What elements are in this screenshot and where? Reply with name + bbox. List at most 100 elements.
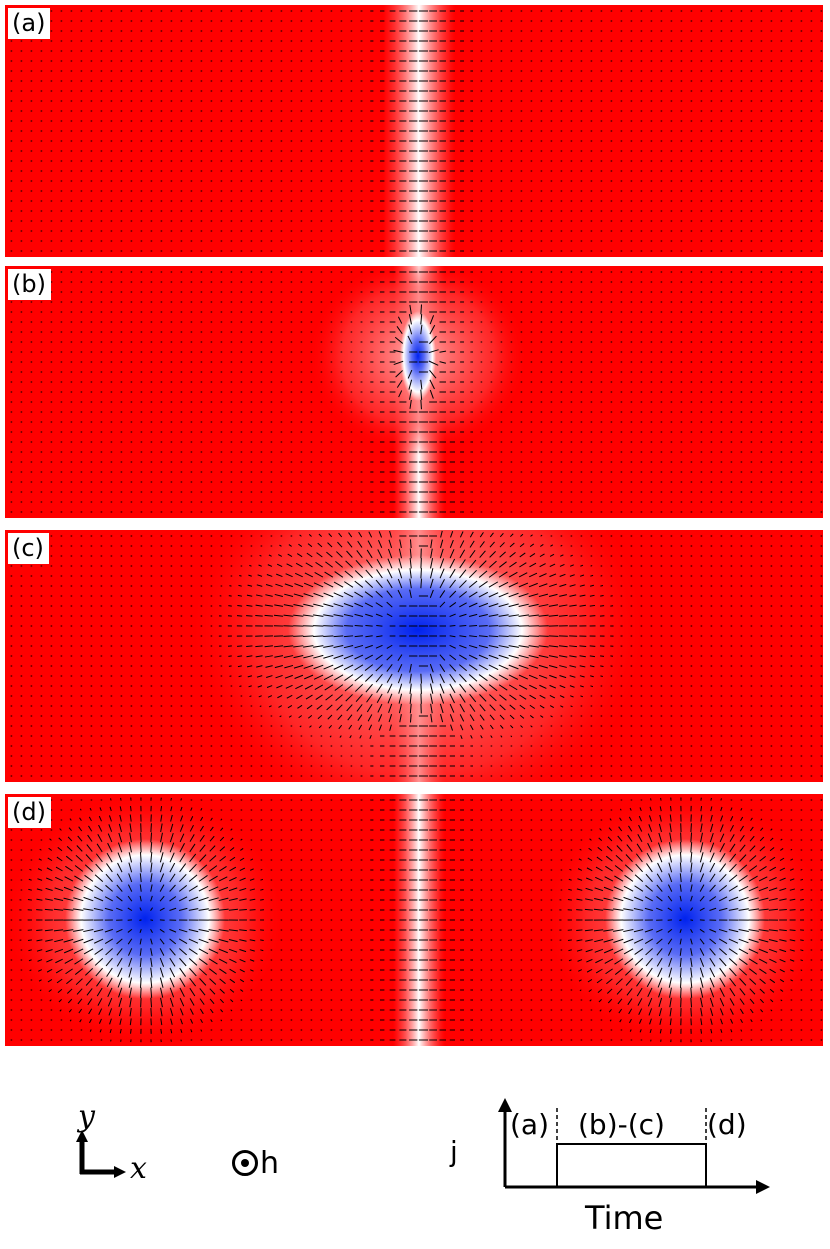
spin-arrow: [479, 560, 487, 568]
spin-arrow: [439, 539, 444, 549]
spin-arrow: [488, 625, 499, 627]
spin-arrow: [256, 594, 263, 597]
spin-arrow: [238, 584, 242, 587]
spin-arrow: [439, 590, 446, 598]
spin-arrow: [259, 554, 262, 557]
spin-arrow: [439, 548, 444, 559]
spin-arrow: [540, 534, 543, 537]
spin-arrow: [284, 583, 294, 588]
spin-arrow: [247, 584, 253, 587]
spin-arrow: [365, 569, 373, 579]
spin-arrow: [580, 564, 584, 567]
panel-label: (b): [8, 269, 51, 300]
spin-arrow: [429, 315, 435, 325]
spin-arrow: [489, 541, 495, 548]
spin-arrow: [275, 583, 283, 588]
spin-arrow: [488, 581, 499, 588]
spin-arrow: [430, 548, 433, 559]
spin-arrow: [420, 379, 423, 390]
spin-arrow: [478, 591, 489, 598]
spin-arrow: [428, 349, 439, 354]
spin-arrow: [364, 580, 374, 588]
spin-arrow: [364, 591, 374, 598]
spin-arrow: [255, 614, 263, 617]
spin-arrow: [296, 553, 303, 558]
spin-arrow: [498, 592, 509, 598]
spin-arrow: [569, 584, 576, 587]
spin-arrow: [499, 542, 505, 548]
spin-arrow: [396, 380, 403, 388]
spin-arrow: [429, 589, 434, 599]
spin-arrow: [375, 613, 383, 618]
spin-arrow: [324, 571, 334, 578]
spin-arrow: [336, 551, 343, 558]
spin-arrow: [278, 554, 283, 557]
spin-arrow: [354, 580, 364, 588]
spin-arrow: [348, 532, 353, 538]
spin-arrow: [376, 624, 383, 627]
spin-arrow: [398, 390, 403, 398]
spin-arrow: [488, 592, 499, 598]
spin-arrow: [246, 615, 253, 617]
spin-arrow: [600, 585, 604, 587]
spin-arrow: [509, 542, 515, 548]
spin-arrow: [356, 550, 363, 558]
spin-arrow: [429, 335, 437, 345]
magnetization-map-c: [5, 530, 823, 782]
spin-arrow: [305, 562, 313, 568]
spin-arrow: [469, 540, 475, 548]
spin-arrow: [376, 558, 383, 569]
spin-arrow: [429, 578, 434, 589]
spin-arrow: [307, 543, 313, 548]
spin-arrow: [398, 548, 402, 559]
spin-arrow: [386, 568, 393, 579]
spin-arrow: [237, 605, 243, 607]
spin-arrow: [459, 569, 467, 579]
spin-arrow: [579, 594, 586, 597]
spin-arrow: [239, 574, 242, 577]
spin-arrow: [519, 543, 525, 548]
spin-arrow: [293, 614, 304, 617]
spin-arrow: [354, 625, 363, 627]
spin-arrow: [479, 541, 485, 548]
spin-arrow: [396, 326, 403, 334]
spin-arrow: [264, 604, 273, 607]
spin-arrow: [488, 635, 499, 638]
spin-arrow: [265, 584, 273, 587]
spin-arrow: [449, 590, 457, 598]
spin-arrow: [468, 602, 478, 608]
spin-arrow: [407, 335, 413, 345]
spin-arrow: [333, 625, 344, 627]
spin-arrow: [508, 571, 518, 578]
spin-arrow: [303, 603, 314, 608]
spin-arrow: [449, 549, 455, 559]
spin-arrow: [257, 574, 263, 577]
spin-arrow: [333, 603, 344, 608]
spin-arrow: [343, 592, 354, 598]
spin-arrow: [398, 568, 403, 579]
spin-arrow: [255, 604, 263, 607]
spin-arrow: [499, 551, 506, 558]
panel-c: (c): [5, 530, 823, 782]
spin-arrow: [279, 544, 282, 547]
spin-arrow: [498, 603, 509, 608]
spin-arrow: [488, 614, 499, 617]
spin-arrow: [375, 602, 383, 608]
spin-arrow: [518, 572, 528, 578]
spin-arrow: [520, 533, 524, 537]
spin-arrow: [420, 324, 423, 335]
spin-arrow: [508, 603, 519, 608]
spin-arrow: [306, 552, 313, 558]
spin-arrow: [430, 539, 433, 549]
spin-arrow: [429, 379, 435, 390]
spin-arrow: [313, 592, 324, 598]
spin-arrow: [508, 614, 519, 617]
spin-arrow: [323, 581, 334, 588]
spin-arrow: [408, 379, 413, 390]
spin-arrow: [409, 589, 412, 599]
spin-arrow: [354, 570, 364, 579]
spin-arrow: [294, 572, 303, 578]
magnetization-map-a: [5, 5, 823, 257]
spin-arrow: [509, 552, 516, 558]
spin-arrow: [518, 635, 530, 637]
